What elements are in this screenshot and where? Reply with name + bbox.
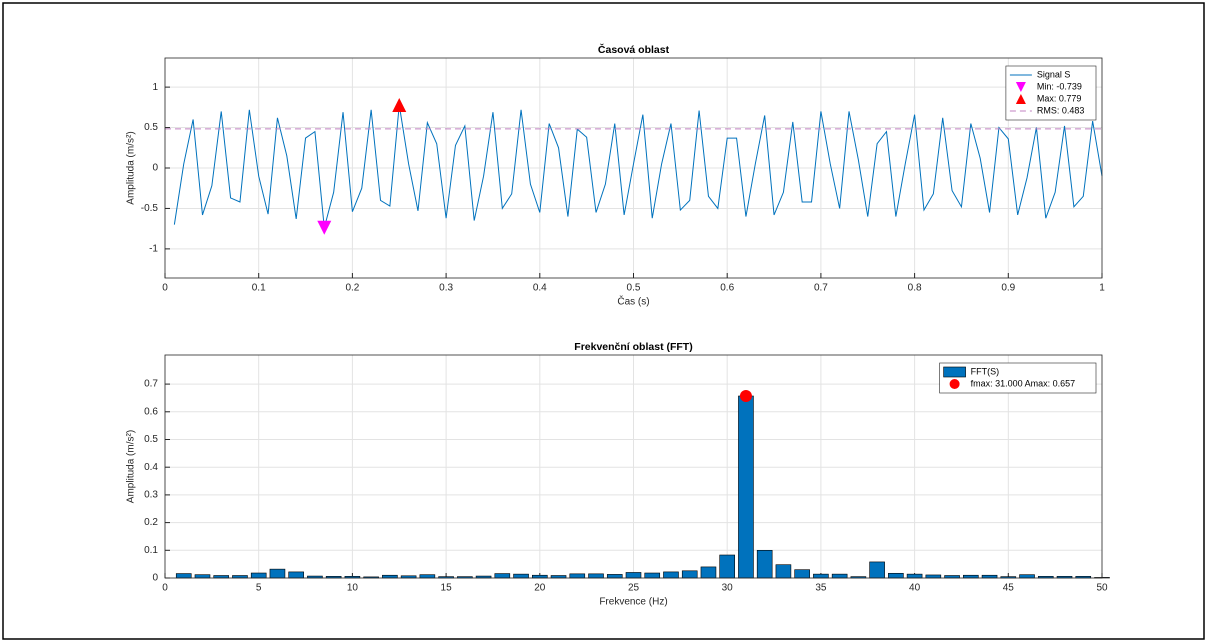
legend-label: fmax: 31.000 Amax: 0.657: [971, 378, 1076, 388]
bar: [625, 572, 642, 579]
bar: [419, 574, 436, 579]
legend-swatch: [1015, 82, 1026, 92]
bar: [738, 395, 754, 579]
bar: [569, 573, 586, 579]
y-tick-label: -1: [149, 244, 158, 255]
bar: [925, 574, 942, 579]
legend-label: Min: -0.739: [1037, 81, 1082, 91]
legend-label: RMS: 0.483: [1037, 105, 1085, 115]
x-tick-label: 0.5: [627, 283, 641, 294]
bar: [719, 554, 735, 579]
x-tick-label: 0: [162, 583, 168, 594]
bar: [906, 573, 923, 579]
x-tick-label: 0.8: [908, 283, 922, 294]
bar: [869, 561, 885, 579]
x-tick-label: 1: [1099, 283, 1105, 294]
y-tick-label: 0.5: [144, 122, 158, 133]
x-tick-label: 30: [722, 583, 734, 594]
x-tick-label: 0.6: [720, 283, 734, 294]
bar: [700, 566, 717, 579]
marker: [317, 220, 332, 235]
legend-label: Max: 0.779: [1037, 93, 1082, 103]
x-tick-label: 0.4: [533, 283, 547, 294]
y-axis-label: Amplituda (m/s²): [126, 430, 137, 503]
chart-title: Frekvenční oblast (FFT): [574, 341, 692, 353]
y-tick-label: 0: [152, 573, 158, 584]
x-tick-label: 25: [628, 583, 640, 594]
marker: [739, 389, 752, 402]
legend-swatch: [1015, 94, 1026, 104]
x-tick-label: 0.9: [1001, 283, 1015, 294]
bar: [588, 573, 604, 579]
legend-label: Signal S: [1037, 69, 1071, 79]
legend-swatch: [949, 379, 960, 389]
bar: [981, 574, 998, 579]
y-tick-label: -0.5: [141, 203, 159, 214]
bar: [775, 564, 792, 579]
bar: [194, 574, 211, 579]
axes-box: [164, 354, 1103, 579]
x-tick-label: 0.2: [345, 283, 359, 294]
y-tick-label: 0.1: [144, 545, 158, 556]
bar: [644, 572, 661, 579]
y-tick-label: 0.5: [144, 434, 158, 445]
line-series: [173, 104, 1103, 228]
bar: [494, 573, 511, 579]
bar: [606, 574, 623, 579]
y-tick-label: 0.7: [144, 379, 158, 390]
y-axis-label: Amplituda (m/s²): [126, 131, 137, 204]
bar: [269, 568, 286, 579]
bar: [288, 571, 304, 579]
bar: [250, 572, 267, 579]
x-axis-label: Frekvence (Hz): [599, 597, 667, 608]
bar: [963, 574, 979, 579]
x-tick-label: 0.3: [439, 283, 453, 294]
bar: [175, 573, 192, 579]
y-tick-label: 0: [152, 163, 158, 174]
bar: [813, 573, 829, 579]
x-tick-label: 0: [162, 283, 168, 294]
y-tick-label: 0.4: [144, 462, 158, 473]
bar: [681, 570, 698, 579]
y-tick-label: 0.3: [144, 490, 158, 501]
bar: [663, 571, 679, 579]
bar: [756, 549, 773, 579]
x-tick-label: 35: [815, 583, 827, 594]
y-tick-label: 0.6: [144, 406, 158, 417]
x-tick-label: 40: [909, 583, 921, 594]
bar: [794, 569, 810, 579]
bar: [513, 573, 529, 579]
bar: [532, 574, 548, 579]
x-tick-label: 0.7: [814, 283, 828, 294]
x-tick-label: 50: [1096, 583, 1108, 594]
x-tick-label: 10: [347, 583, 359, 594]
legend-label: FFT(S): [971, 366, 1000, 376]
bar: [888, 572, 904, 579]
x-tick-label: 45: [1003, 583, 1015, 594]
x-tick-label: 15: [441, 583, 453, 594]
bar: [831, 573, 848, 579]
marker: [392, 97, 407, 112]
y-tick-label: 1: [152, 82, 158, 93]
y-tick-label: 0.2: [144, 517, 158, 528]
x-axis-label: Čas (s): [617, 295, 649, 308]
bar: [1019, 574, 1035, 579]
axes-box: [164, 57, 1103, 279]
bar: [382, 574, 398, 579]
legend-swatch: [943, 366, 966, 378]
chart-title: Časová oblast: [598, 43, 670, 56]
x-tick-label: 5: [256, 583, 262, 594]
x-tick-label: 20: [534, 583, 546, 594]
x-tick-label: 0.1: [252, 283, 266, 294]
